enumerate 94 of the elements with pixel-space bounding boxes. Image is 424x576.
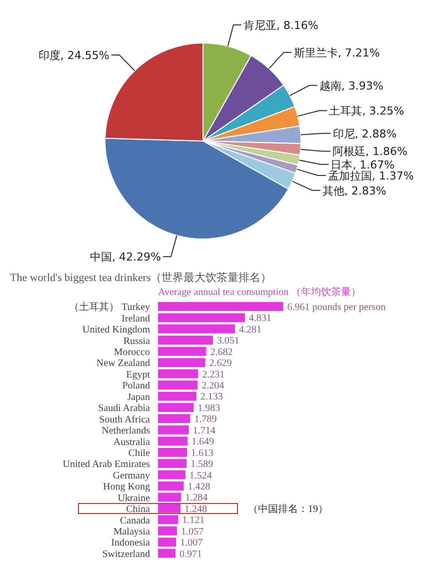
data-label: 2.231 <box>202 369 225 380</box>
slice-label: 印度 <box>38 48 60 62</box>
chart-title: The world's biggest tea drinkers（世界最大饮茶量排名） <box>10 271 273 285</box>
data-label: , 3.93% <box>341 79 384 92</box>
data-label: , 7.21% <box>338 46 380 60</box>
bar <box>158 481 184 490</box>
slice-label: 越南 <box>319 79 342 92</box>
data-label: , 1.37% <box>372 170 414 183</box>
data-label: 2.133 <box>200 392 223 403</box>
annotation: （中国排名：19） <box>248 502 328 516</box>
bar <box>158 324 236 334</box>
y-tick-label: （土耳其） Turkey <box>68 301 150 314</box>
data-label: , 24.55% <box>60 48 110 62</box>
y-tick-label: New Zealand <box>96 358 150 370</box>
data-label: , 1.67% <box>352 158 395 172</box>
bar <box>158 302 284 311</box>
slice-label: 孟加拉国 <box>328 170 372 183</box>
data-label: 1.983 <box>198 402 220 414</box>
y-tick-label: United Arab Emirates <box>62 459 150 470</box>
data-label: 2.204 <box>202 380 224 392</box>
bar <box>158 414 190 424</box>
data-label: 4.831 <box>248 313 272 324</box>
y-tick-label: Egypt <box>126 369 150 380</box>
data-label: 1.284 <box>185 492 208 504</box>
data-label: , 8.16% <box>276 18 318 32</box>
bar <box>158 459 187 468</box>
y-tick-label: Saudi Arabia <box>98 403 151 414</box>
data-label: 3.051 <box>216 336 240 347</box>
data-label: 1.714 <box>192 425 216 436</box>
y-tick-label: Australia <box>113 436 151 448</box>
y-tick-label: Canada <box>120 515 151 526</box>
slice-label: 斯里兰卡 <box>294 46 338 60</box>
data-label: 2.682 <box>210 346 233 358</box>
y-tick-label: Ukraine <box>118 492 151 504</box>
y-tick-label: Netherlands <box>102 426 150 437</box>
y-tick-label: Germany <box>112 470 150 482</box>
y-tick-label: Ireland <box>122 313 150 324</box>
data-label: , 2.88% <box>354 127 397 140</box>
data-label: 1.649 <box>192 436 214 448</box>
bar <box>158 346 206 356</box>
data-label: , 1.86% <box>366 145 408 158</box>
data-label: 1.007 <box>180 538 203 549</box>
bar <box>158 369 198 378</box>
y-tick-label: Poland <box>122 380 150 392</box>
data-label: , 3.25% <box>362 104 404 118</box>
y-tick-label: Japan <box>127 392 150 403</box>
bar <box>158 504 180 513</box>
y-tick-label: Hong Kong <box>103 482 150 493</box>
bar <box>158 392 196 401</box>
data-label: 1.613 <box>191 448 214 459</box>
data-label: 2.629 <box>209 358 232 370</box>
bar <box>158 526 178 536</box>
data-label: 1.589 <box>190 459 214 470</box>
data-label: 6.961 pounds per person <box>287 302 386 313</box>
data-label: , 2.83% <box>344 184 386 198</box>
y-tick-label: China <box>126 504 151 516</box>
data-label: 1.789 <box>194 414 217 426</box>
y-tick-label: Malaysia <box>113 526 151 538</box>
bar <box>158 470 186 480</box>
bar <box>158 448 188 457</box>
bar <box>158 425 189 434</box>
data-label: 0.971 <box>179 548 202 560</box>
slice-label: 中国 <box>90 250 112 264</box>
slice-label: 土耳其 <box>329 104 362 118</box>
data-label: 1.428 <box>188 481 210 492</box>
bar <box>158 336 213 345</box>
y-tick-label: Chile <box>128 448 151 459</box>
slice-label: 印尼 <box>332 127 355 140</box>
y-tick-label: Switzerland <box>102 548 150 560</box>
bar <box>158 358 206 368</box>
bar <box>158 492 182 502</box>
y-tick-label: Indonesia <box>111 538 151 549</box>
bar <box>158 402 194 412</box>
y-tick-label: Morocco <box>114 347 150 358</box>
slice-label: 其他 <box>322 184 344 198</box>
slice-label: 阿根廷 <box>332 145 366 158</box>
data-label: 1.524 <box>189 470 212 482</box>
data-label: , 42.29% <box>112 250 161 264</box>
bar <box>158 380 198 390</box>
data-label: 4.281 <box>239 324 262 336</box>
y-tick-label: Russia <box>123 336 151 347</box>
bar <box>158 548 176 558</box>
y-tick-label: United Kingdom <box>82 324 150 336</box>
bar <box>158 538 176 547</box>
data-label: 1.248 <box>184 504 207 515</box>
bar <box>158 436 188 446</box>
slice-label: 肯尼亚 <box>243 18 276 32</box>
bar <box>158 313 245 322</box>
data-label: 1.121 <box>182 515 205 526</box>
slice-label: 日本 <box>330 158 353 172</box>
y-tick-label: South Africa <box>99 414 151 426</box>
data-label: 1.057 <box>181 526 204 538</box>
bar <box>158 515 178 524</box>
chart-subtitle: Average annual tea consumption （年均饮茶量） <box>158 286 362 299</box>
